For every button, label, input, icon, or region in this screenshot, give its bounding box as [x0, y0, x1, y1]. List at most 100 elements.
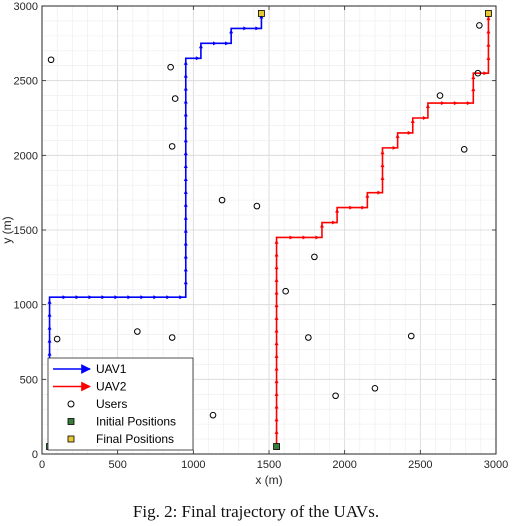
legend-box	[47, 357, 194, 451]
x-tick-label: 2000	[332, 459, 356, 471]
trajectory-arrow-uav1	[183, 176, 188, 181]
y-tick-label: 1000	[14, 300, 38, 312]
x-tick-label: 1000	[181, 459, 205, 471]
trajectory-arrow-uav2	[486, 42, 491, 47]
axis-ticks: 0 500 1000 1500 2000 2500 3000 0 500 1000 1500 2000…	[14, 1, 509, 471]
trajectory-arrow-uav1	[62, 295, 67, 300]
trajectory-arrow-uav1	[47, 325, 52, 330]
plot-grid	[41, 5, 497, 455]
trajectory-arrow-uav1	[183, 228, 188, 233]
trajectory-arrow-uav2	[471, 75, 476, 80]
user-marker	[311, 253, 318, 261]
trajectory-arrow-uav1	[243, 26, 248, 31]
x-tick-label: 2500	[408, 459, 432, 471]
trajectory-arrow-uav1	[213, 41, 218, 46]
trajectory-arrow-uav1	[183, 112, 188, 117]
trajectory-arrow-uav2	[274, 353, 279, 358]
user-markers	[47, 22, 483, 419]
trajectory-arrow-uav2	[274, 277, 279, 282]
trajectory-arrow-uav2	[349, 205, 354, 210]
trajectory-line-uav2	[275, 13, 490, 447]
trajectory-arrow-uav1	[255, 26, 260, 31]
legend-label-final-positions: Final Positions	[96, 432, 174, 446]
user-marker	[171, 95, 179, 102]
trajectory-arrow-uav1	[183, 280, 188, 285]
trajectory-arrow-uav2	[440, 101, 445, 106]
y-tick-label: 3000	[14, 1, 38, 13]
final-position-marker	[258, 10, 265, 17]
trajectory-arrow-uav2	[274, 341, 279, 346]
x-tick-label: 500	[108, 459, 126, 471]
user-marker	[253, 202, 261, 210]
user-marker	[474, 69, 482, 77]
user-marker	[282, 287, 289, 295]
trajectory-arrow-uav2	[274, 315, 279, 320]
legend-label-uav2: UAV2	[96, 380, 127, 394]
trajectory-arrow-uav1	[183, 267, 188, 272]
trajectory-arrow-uav1	[47, 351, 52, 356]
trajectory-arrow-uav1	[47, 312, 52, 317]
trajectory-arrow-uav2	[319, 223, 324, 228]
trajectory-arrow-uav1	[127, 295, 132, 300]
trajectory-arrow-uav2	[471, 87, 476, 92]
legend-symbol-users	[67, 400, 75, 408]
user-marker	[168, 143, 176, 150]
trajectory-arrow-uav2	[274, 417, 279, 422]
trajectory-arrow-uav2	[410, 118, 415, 123]
trajectory-arrow-uav2	[274, 265, 279, 270]
trajectory-arrow-uav2	[422, 116, 427, 120]
legend-symbol-initial	[67, 418, 75, 425]
trajectory-arrow-uav1	[225, 41, 230, 46]
trajectory-arrow-uav1	[166, 295, 171, 300]
trajectory-arrow-uav1	[183, 202, 188, 207]
user-marker	[460, 146, 468, 153]
x-tick-label: 3000	[484, 459, 508, 471]
trajectory-series	[47, 13, 491, 447]
trajectory-arrow-uav2	[365, 193, 370, 198]
user-marker	[218, 196, 226, 204]
trajectory-arrow-uav2	[361, 205, 366, 210]
x-axis-label: x (m)	[255, 473, 282, 487]
y-tick-label: 500	[20, 374, 38, 386]
trajectory-arrow-uav2	[274, 303, 279, 308]
trajectory-arrow-uav1	[183, 254, 188, 259]
trajectory-arrow-uav1	[183, 60, 188, 65]
trajectory-arrow-uav2	[380, 150, 385, 155]
trajectory-arrow-uav2	[486, 29, 491, 34]
trajectory-arrow-uav2	[453, 101, 458, 106]
trajectory-arrow-uav1	[47, 338, 52, 343]
figure-caption: Fig. 2: Final trajectory of the UAVs.	[132, 502, 380, 521]
trajectory-arrow-uav1	[183, 73, 188, 78]
user-marker	[332, 392, 339, 400]
trajectory-arrow-uav2	[335, 208, 340, 213]
legend-label-users: Users	[96, 397, 127, 411]
trajectory-arrow-uav1	[179, 295, 184, 300]
trajectory-arrow-uav1	[195, 56, 200, 61]
trajectory-arrow-uav2	[395, 133, 400, 138]
trajectory-arrow-uav2	[289, 235, 294, 240]
y-axis-label: y (m)	[0, 216, 14, 243]
trajectory-arrow-uav1	[47, 299, 52, 304]
initial-position-marker	[273, 443, 280, 450]
trajectory-arrow-uav2	[486, 55, 491, 60]
trajectory-arrow-uav2	[274, 252, 279, 257]
trajectory-arrow-uav1	[183, 99, 188, 104]
trajectory-arrow-uav1	[183, 189, 188, 194]
trajectory-arrow-uav1	[183, 138, 188, 143]
trajectory-arrow-uav1	[183, 241, 188, 246]
trajectory-arrow-uav1	[183, 151, 188, 156]
legend-label-initial-positions: Initial Positions	[96, 415, 176, 429]
trajectory-arrow-uav2	[274, 404, 279, 409]
trajectory-arrow-uav2	[466, 101, 471, 106]
trajectory-arrow-uav1	[183, 215, 188, 220]
user-marker	[47, 56, 55, 64]
trajectory-arrow-uav2	[392, 145, 397, 150]
y-tick-label: 2000	[14, 150, 38, 162]
trajectory-arrow-uav1	[183, 164, 188, 169]
trajectory-arrow-uav1	[88, 295, 93, 300]
trajectory-arrow-uav2	[274, 379, 279, 384]
final-position-marker	[485, 10, 492, 17]
trajectory-arrow-uav1	[229, 29, 234, 34]
legend-label-uav1: UAV1	[96, 362, 127, 376]
